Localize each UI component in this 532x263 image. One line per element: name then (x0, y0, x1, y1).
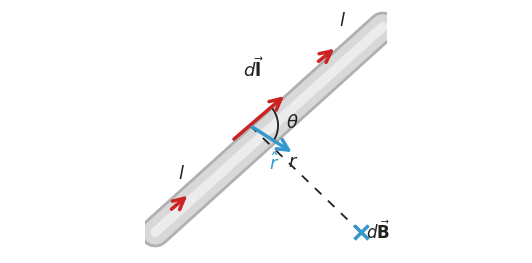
Text: $l$: $l$ (178, 165, 185, 183)
Text: $d\vec{\mathbf{B}}$: $d\vec{\mathbf{B}}$ (365, 221, 390, 243)
Text: $\theta$: $\theta$ (286, 114, 299, 133)
Text: $l$: $l$ (339, 12, 346, 30)
Text: $d\vec{\mathbf{l}}$: $d\vec{\mathbf{l}}$ (244, 57, 264, 81)
Text: $r$: $r$ (288, 153, 298, 171)
Text: $\hat{r}$: $\hat{r}$ (269, 152, 279, 174)
